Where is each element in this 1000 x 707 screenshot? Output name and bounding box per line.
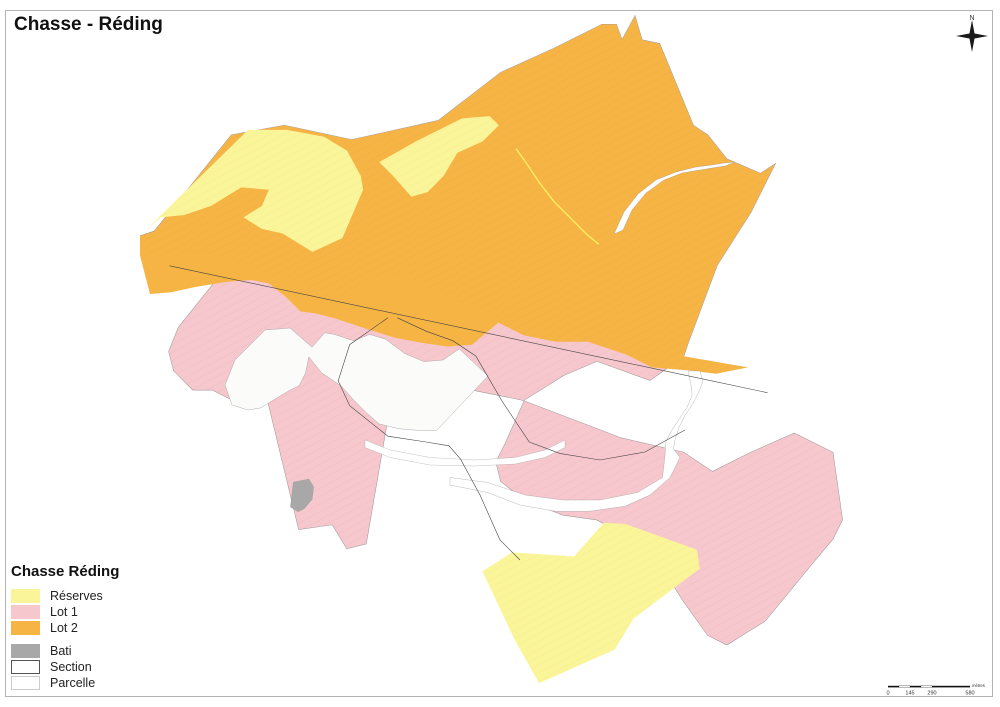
- svg-text:290: 290: [927, 691, 936, 697]
- svg-text:580: 580: [965, 691, 974, 697]
- svg-text:145: 145: [905, 691, 914, 697]
- svg-text:0: 0: [886, 691, 889, 697]
- svg-text:mètres: mètres: [972, 683, 985, 688]
